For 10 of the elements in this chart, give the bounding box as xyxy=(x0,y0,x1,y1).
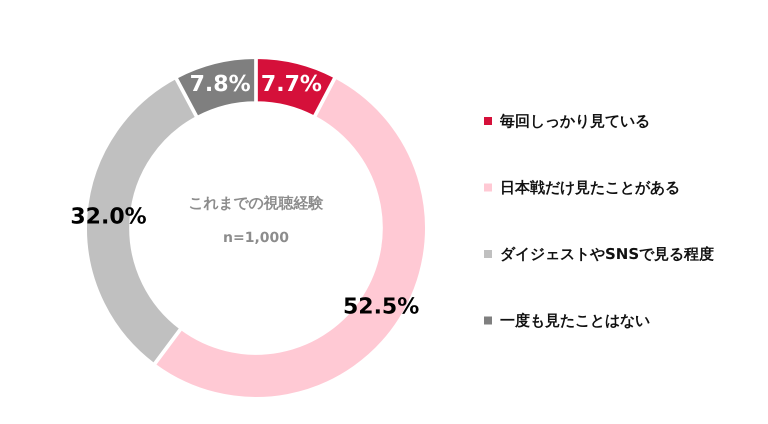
data-label: 7.8% xyxy=(190,72,251,98)
text: これまでの視聴経験 xyxy=(188,194,324,212)
legend-label: 日本戦だけ見たことがある xyxy=(500,178,680,196)
legend-label: 一度も見たことはない xyxy=(500,312,650,330)
text: n=1,000 xyxy=(223,230,290,246)
legend-label: ダイジェストやSNSで見る程度 xyxy=(500,245,714,263)
legend-label: 毎回しっかり見ている xyxy=(499,112,650,130)
data-label: 7.7% xyxy=(260,72,322,97)
data-label: 32.0% xyxy=(70,204,147,230)
data-label: 52.5% xyxy=(342,294,420,320)
